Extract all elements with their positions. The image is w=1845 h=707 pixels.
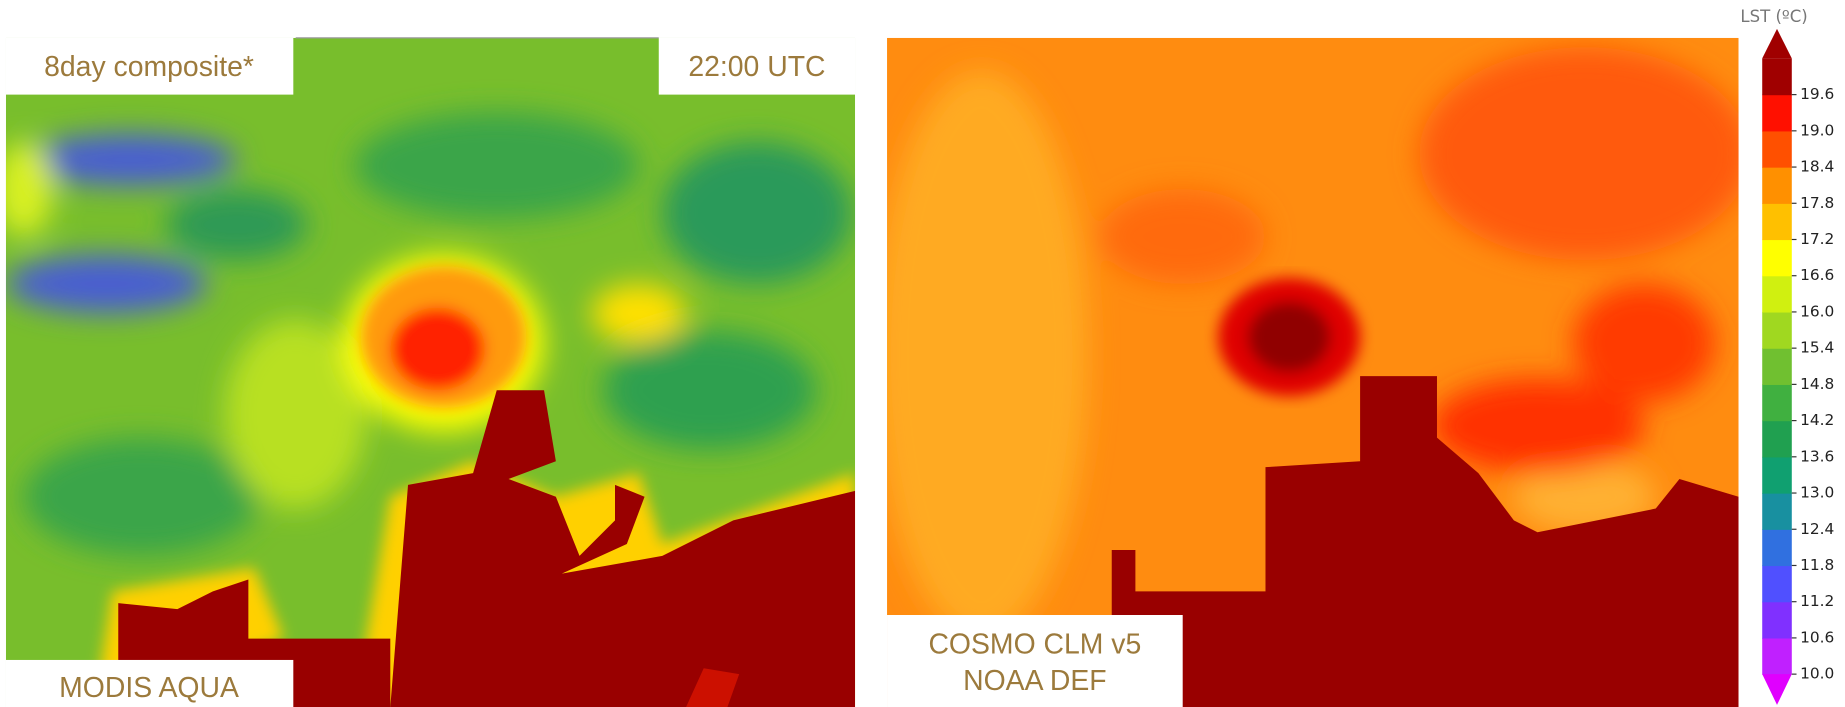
tick-label: 19.6 xyxy=(1800,85,1834,103)
colorbar-segment xyxy=(1762,348,1792,385)
colorbar-segment xyxy=(1762,421,1792,458)
colorbar-segment xyxy=(1762,529,1792,566)
colorbar-segment xyxy=(1762,167,1792,204)
tick-label: 15.4 xyxy=(1800,339,1834,357)
colorbar-segment xyxy=(1762,95,1792,132)
tick-label: 10.0 xyxy=(1800,665,1834,683)
tick-label: 17.8 xyxy=(1800,194,1834,212)
modis-map xyxy=(0,38,855,707)
panel-label: 8day composite* xyxy=(44,51,254,83)
colorbar-segment xyxy=(1762,602,1792,639)
colorbar-segment xyxy=(1762,239,1792,276)
tick-label: 16.0 xyxy=(1800,302,1834,320)
cosmo-map xyxy=(875,38,1750,707)
panel-label: NOAA DEF xyxy=(963,665,1106,697)
panel-label: COSMO CLM v5 xyxy=(928,628,1141,660)
colorbar-segment xyxy=(1762,131,1792,168)
tick-label: 19.0 xyxy=(1800,121,1834,139)
colorbar-segment xyxy=(1762,276,1792,313)
tick-label: 13.6 xyxy=(1800,447,1834,465)
tick-label: 12.4 xyxy=(1800,520,1834,538)
tick-label: 11.2 xyxy=(1800,592,1834,610)
tick-label: 17.2 xyxy=(1800,230,1834,248)
colorbar-segment xyxy=(1762,457,1792,494)
screenshot: 8day composite* 22:00 UTC MODIS AQUA COS… xyxy=(0,0,1845,707)
tick-label: 18.4 xyxy=(1800,158,1834,176)
content: 8day composite* 22:00 UTC MODIS AQUA COS… xyxy=(0,7,1834,707)
colorbar-segment xyxy=(1762,58,1792,95)
tick-label: 10.6 xyxy=(1800,628,1834,646)
colorbar: 19.6 19.0 18.4 17.8 17.2 16.6 16.0 15.4 14.8 14.2… xyxy=(1762,29,1834,705)
tick-label: 13.0 xyxy=(1800,484,1834,502)
colorbar-segment xyxy=(1762,384,1792,421)
colorbar-arrow xyxy=(1762,674,1792,705)
colorbar-segment xyxy=(1762,203,1792,240)
panel-label: 22:00 UTC xyxy=(688,51,825,83)
colorbar-segment xyxy=(1762,638,1792,675)
colorbar-segment xyxy=(1762,565,1792,602)
panel-label: MODIS AQUA xyxy=(59,672,239,704)
colorbar-title: LST (ºC) xyxy=(1740,7,1807,26)
tick-label: 14.8 xyxy=(1800,375,1834,393)
colorbar-segment xyxy=(1762,312,1792,349)
tick-label: 16.6 xyxy=(1800,266,1834,284)
tick-label: 11.8 xyxy=(1800,556,1834,574)
colorbar-arrow xyxy=(1762,29,1792,59)
colorbar-segment xyxy=(1762,493,1792,530)
tick-label: 14.2 xyxy=(1800,411,1834,429)
